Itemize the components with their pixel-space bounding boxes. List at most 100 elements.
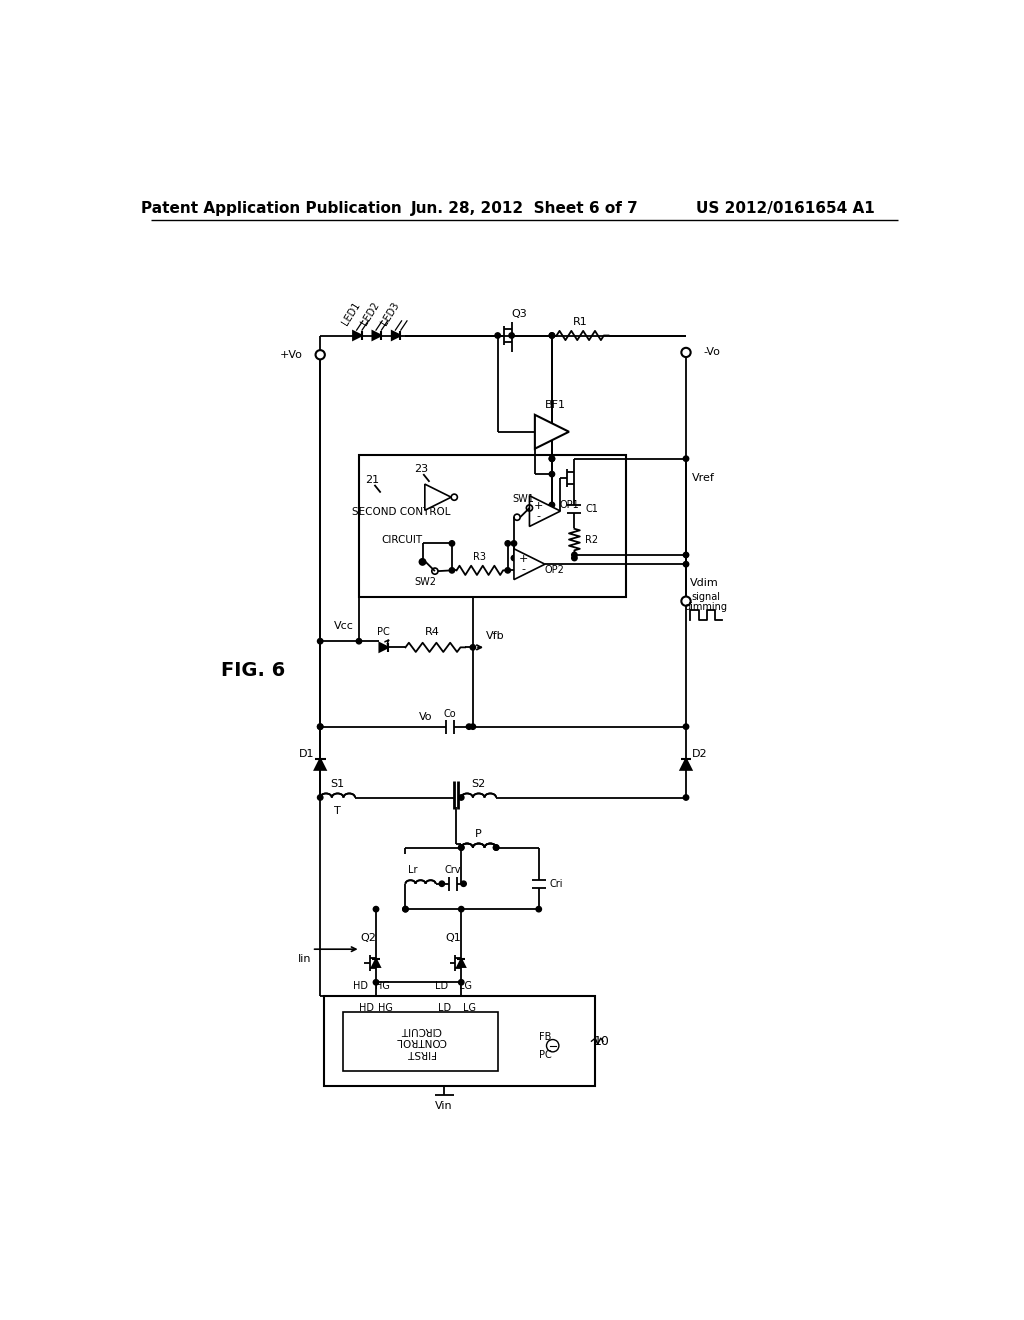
Circle shape	[420, 560, 425, 565]
Circle shape	[505, 568, 510, 573]
Text: Patent Application Publication: Patent Application Publication	[141, 201, 401, 216]
Text: D1: D1	[299, 748, 314, 759]
Text: R2: R2	[586, 535, 598, 545]
Text: Vref: Vref	[692, 473, 715, 483]
Polygon shape	[458, 960, 465, 966]
Text: Vcc: Vcc	[334, 620, 353, 631]
Text: Vdim: Vdim	[690, 578, 719, 589]
Circle shape	[439, 880, 444, 887]
Text: Vfb: Vfb	[486, 631, 505, 640]
Text: -: -	[521, 565, 525, 574]
Text: Cri: Cri	[550, 879, 563, 888]
Text: Q3: Q3	[512, 309, 527, 319]
Circle shape	[571, 552, 578, 557]
Circle shape	[459, 845, 464, 850]
Circle shape	[459, 907, 464, 912]
Circle shape	[317, 723, 323, 730]
Circle shape	[374, 979, 379, 985]
Circle shape	[470, 644, 475, 649]
Text: LG: LG	[463, 1003, 475, 1012]
Circle shape	[470, 723, 475, 730]
Circle shape	[509, 333, 514, 338]
Circle shape	[683, 723, 689, 730]
Circle shape	[571, 556, 578, 561]
Polygon shape	[514, 549, 545, 579]
Text: HD: HD	[353, 981, 368, 991]
Text: PC: PC	[378, 627, 390, 638]
Text: LED3: LED3	[379, 301, 401, 327]
Text: 23: 23	[414, 465, 428, 474]
Bar	[343, 1011, 499, 1071]
Text: OP2: OP2	[545, 565, 564, 576]
Circle shape	[374, 907, 379, 912]
Text: Vin: Vin	[435, 1101, 453, 1111]
Text: LG: LG	[459, 981, 472, 991]
Text: P: P	[475, 829, 481, 838]
Text: -Vo: -Vo	[703, 347, 720, 358]
Text: PC: PC	[539, 1049, 551, 1060]
Circle shape	[549, 455, 555, 462]
Text: Q1: Q1	[445, 933, 462, 944]
Text: Jun. 28, 2012  Sheet 6 of 7: Jun. 28, 2012 Sheet 6 of 7	[411, 201, 639, 216]
Text: R3: R3	[473, 552, 486, 562]
Circle shape	[549, 502, 555, 508]
Circle shape	[494, 845, 499, 850]
Polygon shape	[425, 484, 452, 511]
Text: SECOND CONTROL: SECOND CONTROL	[352, 507, 451, 517]
Text: FIRST
CONTROL
CIRCUIT: FIRST CONTROL CIRCUIT	[395, 1024, 446, 1057]
Circle shape	[317, 795, 323, 800]
Circle shape	[549, 471, 555, 477]
Text: +: +	[518, 554, 528, 564]
Text: SW1: SW1	[512, 494, 535, 504]
Circle shape	[511, 541, 517, 546]
Polygon shape	[681, 759, 691, 770]
Circle shape	[356, 639, 361, 644]
Circle shape	[495, 333, 501, 338]
Text: US 2012/0161654 A1: US 2012/0161654 A1	[696, 201, 874, 216]
Text: FIG. 6: FIG. 6	[221, 661, 286, 680]
Circle shape	[549, 333, 555, 338]
Text: BF1: BF1	[546, 400, 566, 409]
Text: Crv: Crv	[444, 865, 461, 875]
Text: LED2: LED2	[359, 301, 382, 327]
Polygon shape	[373, 331, 381, 339]
Circle shape	[549, 333, 555, 338]
Text: +Vo: +Vo	[281, 350, 303, 360]
Circle shape	[505, 541, 510, 546]
Circle shape	[494, 845, 499, 850]
Circle shape	[549, 471, 555, 477]
Circle shape	[402, 907, 409, 912]
Circle shape	[459, 795, 464, 800]
Text: HG: HG	[378, 1003, 393, 1012]
Circle shape	[459, 979, 464, 985]
Circle shape	[511, 556, 517, 561]
Text: S1: S1	[330, 779, 344, 788]
Text: Q2: Q2	[360, 933, 376, 944]
Text: Iin: Iin	[298, 954, 311, 964]
Text: dimming: dimming	[685, 602, 728, 611]
Circle shape	[466, 723, 472, 730]
Text: LED1: LED1	[340, 301, 362, 327]
Text: HG: HG	[375, 981, 390, 991]
Text: R1: R1	[572, 317, 587, 327]
Text: LD: LD	[435, 981, 449, 991]
Circle shape	[317, 639, 323, 644]
Polygon shape	[380, 643, 388, 652]
Circle shape	[461, 880, 466, 887]
Circle shape	[536, 907, 542, 912]
Circle shape	[459, 845, 464, 850]
Polygon shape	[529, 496, 560, 527]
Circle shape	[317, 723, 323, 730]
Text: OP1: OP1	[560, 500, 580, 510]
Text: LD: LD	[437, 1003, 451, 1012]
Text: R4: R4	[425, 627, 440, 638]
Circle shape	[549, 455, 555, 462]
Text: 10: 10	[594, 1035, 609, 1048]
Circle shape	[450, 568, 455, 573]
Text: signal: signal	[691, 593, 721, 602]
Text: D2: D2	[692, 748, 708, 759]
Circle shape	[450, 541, 455, 546]
Text: CIRCUIT: CIRCUIT	[381, 536, 422, 545]
Text: FB: FB	[539, 1032, 551, 1041]
Text: +: +	[535, 500, 544, 511]
